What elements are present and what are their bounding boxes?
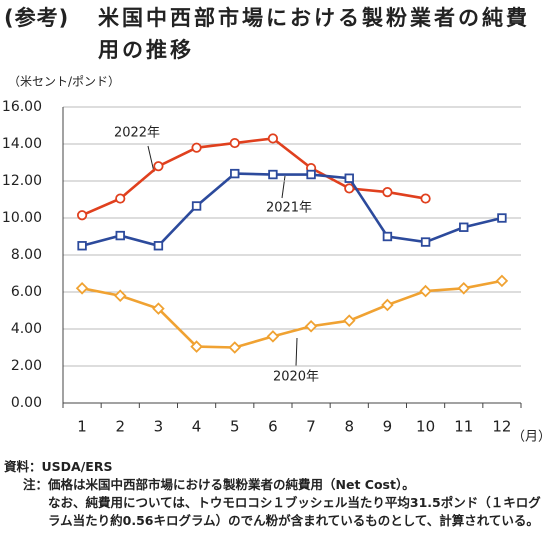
marker — [230, 168, 240, 179]
series-line — [81, 137, 426, 217]
marker — [229, 137, 240, 149]
y-tick-label: 2.00 — [11, 358, 42, 374]
marker — [497, 213, 507, 223]
marker — [304, 319, 318, 333]
title-prefix: (参考) — [4, 6, 70, 30]
x-tick-label: 4 — [192, 418, 202, 436]
marker — [228, 341, 242, 354]
x-tick-label: 8 — [344, 418, 354, 436]
series-line — [81, 279, 503, 349]
marker — [344, 183, 355, 194]
marker — [268, 169, 278, 180]
source-row: 資料： USDA/ERS — [4, 458, 544, 476]
marker — [75, 282, 89, 295]
marker — [382, 187, 393, 198]
x-tick-label: 9 — [383, 418, 393, 436]
marker — [457, 282, 471, 295]
x-tick-label: 2 — [115, 418, 125, 436]
y-tick-label: 0.00 — [11, 395, 42, 411]
note-label: 注： — [22, 477, 48, 492]
marker — [266, 330, 280, 343]
marker — [191, 201, 202, 211]
chart-title: 米国中西部市場における製粉業者の純費用の推移 — [98, 6, 530, 62]
y-tick-label: 8.00 — [11, 247, 42, 263]
x-axis-label: （月） — [512, 430, 547, 445]
x-tick-label: 6 — [268, 418, 278, 436]
marker — [420, 237, 431, 247]
notes: 資料： USDA/ERS 注： 価格は米国中西部市場における製粉業者の純費用（Net… — [4, 458, 544, 530]
marker — [153, 161, 164, 172]
source: USDA/ERS — [41, 459, 113, 474]
x-tick-label: 10 — [416, 418, 435, 436]
marker — [76, 210, 88, 221]
marker — [382, 231, 393, 242]
marker — [495, 274, 509, 288]
y-tick-label: 6.00 — [11, 284, 42, 300]
marker — [113, 289, 127, 302]
leader-line — [147, 145, 155, 173]
note-row: 注： 価格は米国中西部市場における製粉業者の純費用（Net Cost）。なお、純費… — [4, 476, 544, 530]
marker — [306, 169, 316, 180]
marker — [459, 222, 469, 232]
series-label: 2021年 — [266, 201, 312, 216]
x-tick-label: 12 — [492, 418, 511, 436]
leader-line — [295, 337, 298, 367]
marker — [420, 193, 431, 204]
x-tick-label: 7 — [306, 418, 316, 436]
title-block: (参考) 米国中西部市場における製粉業者の純費用の推移 — [4, 2, 543, 66]
series-line — [81, 172, 503, 248]
x-tick-label: 11 — [454, 418, 473, 436]
marker — [115, 230, 125, 241]
marker — [419, 284, 432, 298]
leader-line — [281, 175, 286, 199]
marker — [152, 302, 165, 315]
marker — [267, 133, 279, 144]
marker — [190, 340, 203, 353]
marker — [153, 241, 164, 251]
series-label: 2022年 — [114, 126, 160, 141]
x-tick-label: 5 — [230, 418, 240, 436]
marker — [191, 142, 202, 153]
y-tick-label: 10.00 — [2, 210, 42, 226]
series-label: 2020年 — [273, 370, 319, 385]
y-axis-label: （米セント/ポンド） — [8, 75, 120, 89]
y-tick-label: 14.00 — [2, 136, 42, 152]
marker — [342, 314, 356, 327]
x-tick-label: 1 — [77, 418, 87, 436]
note-body: 価格は米国中西部市場における製粉業者の純費用（Net Cost）。なお、純費用に… — [48, 476, 544, 530]
y-tick-label: 4.00 — [11, 321, 42, 337]
y-tick-label: 12.00 — [2, 173, 42, 189]
marker — [344, 173, 354, 183]
x-tick-label: 3 — [154, 418, 164, 436]
source-label: 資料： — [4, 459, 42, 474]
y-tick-label: 16.00 — [2, 99, 42, 115]
note-line: 価格は米国中西部市場における製粉業者の純費用（Net Cost）。 — [48, 477, 415, 492]
marker — [115, 193, 126, 204]
note-line: なお、純費用については、トウモロコシ１ブッシェル当たり平均31.5ポンド（１キロ… — [48, 495, 541, 528]
marker — [77, 241, 87, 251]
marker — [381, 298, 394, 312]
